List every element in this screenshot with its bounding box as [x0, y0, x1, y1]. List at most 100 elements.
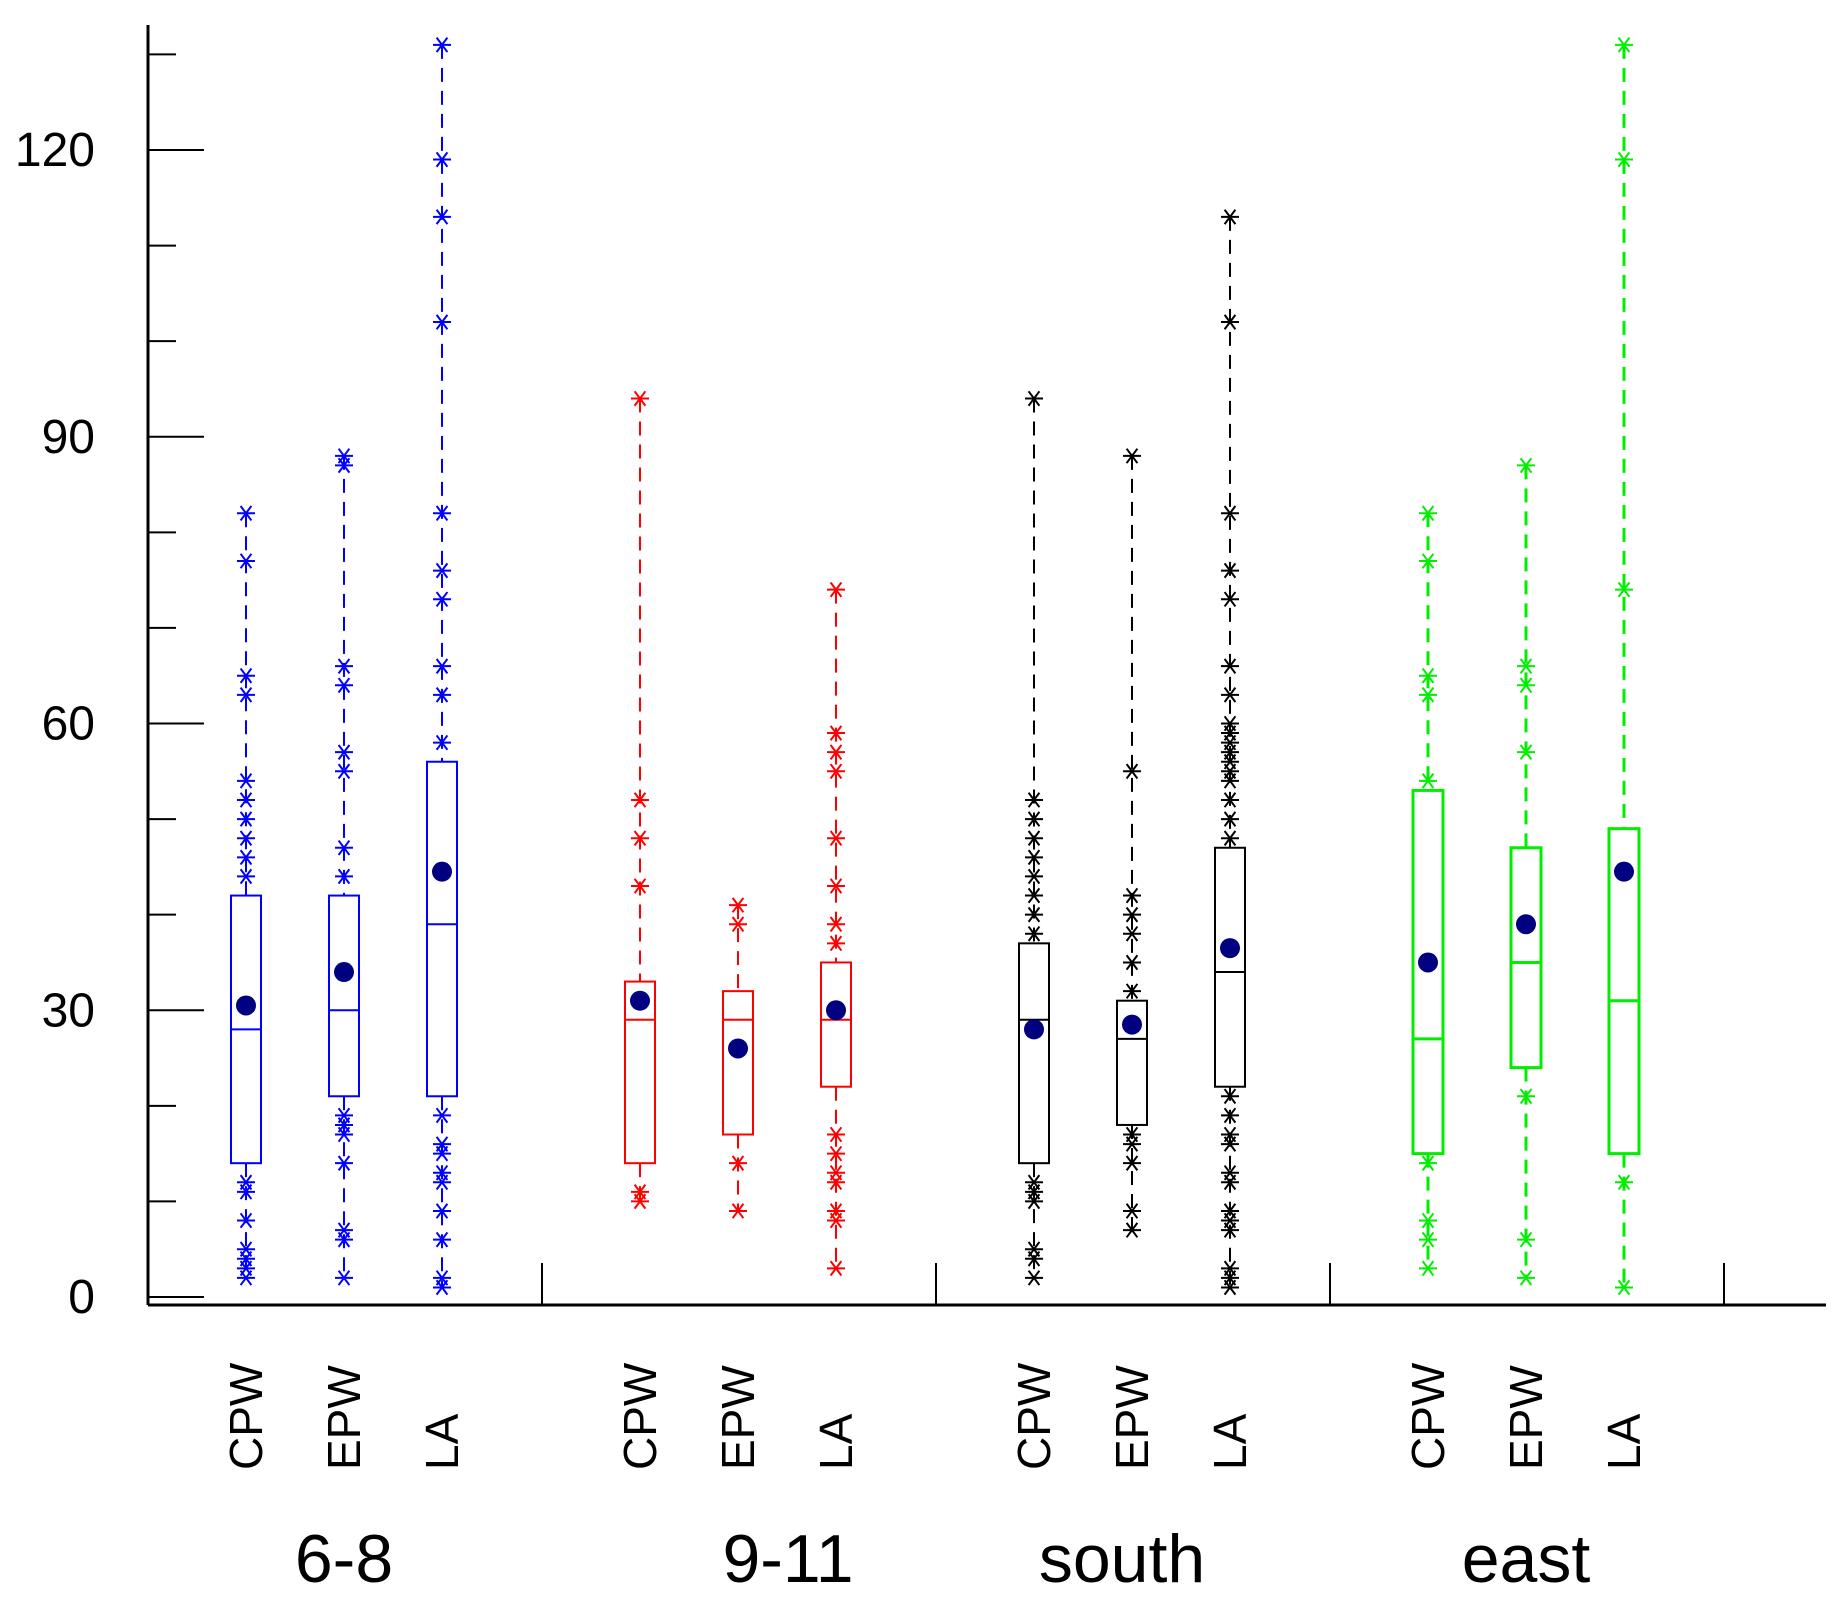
- outlier-stroke: [1223, 811, 1237, 827]
- outlier-stroke: [1421, 1155, 1435, 1171]
- labels: 0 30 60 90 120 CPW EPW LA 6-8 CPW EPW LA 9-11 CPW EPW L…: [15, 124, 1650, 1597]
- outlier-stroke: [1223, 1164, 1237, 1181]
- outlier-marker: [729, 1203, 747, 1219]
- outlier-marker: [827, 581, 845, 598]
- outlier-marker: [1025, 849, 1043, 866]
- axes: [146, 25, 1826, 1307]
- outlier-marker: [433, 314, 451, 330]
- outlier-marker: [1025, 868, 1043, 885]
- outlier-stroke: [829, 1260, 843, 1277]
- outlier-marker: [237, 687, 255, 703]
- outlier-stroke: [1223, 830, 1237, 847]
- outlier-marker: [827, 830, 845, 847]
- outlier-marker: [433, 734, 451, 751]
- mean-marker: [1516, 914, 1536, 935]
- outlier-marker: [729, 1155, 747, 1171]
- outlier-stroke: [239, 1174, 253, 1191]
- outlier-marker: [237, 849, 255, 866]
- box-9-11-CPW: [624, 390, 656, 1210]
- outlier-marker: [1123, 906, 1141, 923]
- outlier-marker: [237, 868, 255, 885]
- outlier-marker: [1517, 1088, 1535, 1105]
- outlier-stroke: [1223, 209, 1237, 225]
- outlier-marker: [1123, 1126, 1141, 1143]
- outlier-marker: [1221, 811, 1239, 827]
- outlier-stroke: [829, 725, 843, 741]
- outlier-marker: [1615, 1279, 1633, 1296]
- outlier-stroke: [1617, 151, 1631, 168]
- mean-marker: [334, 962, 354, 983]
- box-group-east: [1411, 37, 1641, 1296]
- box-iqr: [1214, 846, 1246, 1088]
- outlier-stroke: [1617, 581, 1631, 598]
- outlier-stroke: [1125, 448, 1139, 464]
- box-6-8-CPW: [230, 505, 262, 1286]
- outlier-marker: [433, 658, 451, 674]
- outlier-marker: [1123, 448, 1141, 464]
- outlier-stroke: [1027, 830, 1041, 847]
- group-label-6-8: 6-8: [295, 1521, 393, 1597]
- box-iqr: [1411, 788, 1445, 1156]
- mean-marker: [236, 995, 256, 1016]
- plot-area: [230, 37, 1641, 1296]
- outlier-stroke: [1027, 1270, 1041, 1286]
- outlier-stroke: [633, 390, 647, 407]
- outlier-stroke: [239, 830, 253, 847]
- outlier-marker: [335, 1222, 353, 1238]
- outlier-marker: [1221, 505, 1239, 522]
- outlier-stroke: [1027, 849, 1041, 866]
- outlier-stroke: [633, 878, 647, 894]
- y-tick-label: 120: [15, 124, 95, 177]
- outlier-stroke: [1617, 1279, 1631, 1296]
- outlier-marker: [1419, 553, 1437, 569]
- outlier-stroke: [337, 744, 351, 760]
- category-label-LA: LA: [416, 1413, 468, 1470]
- outlier-stroke: [1223, 562, 1237, 579]
- outlier-marker: [433, 1270, 451, 1286]
- category-label-EPW: EPW: [1500, 1365, 1552, 1470]
- outlier-stroke: [829, 744, 843, 760]
- outlier-stroke: [337, 1270, 351, 1286]
- outlier-stroke: [435, 1136, 449, 1152]
- group-label-9-11: 9-11: [722, 1521, 853, 1597]
- outlier-marker: [729, 916, 747, 933]
- outlier-marker: [335, 448, 353, 464]
- outlier-marker: [1221, 1260, 1239, 1277]
- y-tick-label: 30: [42, 984, 95, 1037]
- mean-marker: [1418, 952, 1438, 973]
- outlier-marker: [433, 209, 451, 225]
- outlier-marker: [1615, 151, 1633, 168]
- outlier-stroke: [829, 830, 843, 847]
- outlier-marker: [1025, 792, 1043, 808]
- outlier-marker: [827, 878, 845, 894]
- outlier-stroke: [1223, 1203, 1237, 1219]
- outlier-marker: [1419, 505, 1437, 522]
- outlier-marker: [335, 1270, 353, 1286]
- outlier-stroke: [1125, 906, 1139, 923]
- outlier-marker: [433, 687, 451, 703]
- outlier-marker: [631, 390, 649, 407]
- outlier-marker: [1025, 390, 1043, 407]
- outlier-marker: [237, 1174, 255, 1191]
- outlier-marker: [1419, 1155, 1437, 1171]
- outlier-stroke: [1223, 1126, 1237, 1143]
- box-iqr: [1607, 827, 1641, 1156]
- outlier-marker: [1419, 773, 1437, 789]
- box-east-EPW: [1509, 457, 1543, 1286]
- outlier-marker: [1221, 209, 1239, 225]
- mean-marker: [1122, 1014, 1142, 1035]
- outlier-stroke: [435, 1203, 449, 1219]
- outlier-marker: [1221, 715, 1239, 732]
- outlier-stroke: [435, 1164, 449, 1181]
- outlier-stroke: [1223, 687, 1237, 703]
- outlier-marker: [433, 591, 451, 608]
- outlier-marker: [631, 830, 649, 847]
- outlier-marker: [1123, 954, 1141, 971]
- box-group-6-8: [230, 37, 458, 1296]
- outlier-stroke: [731, 1155, 745, 1171]
- outlier-marker: [1517, 1270, 1535, 1286]
- outlier-marker: [1419, 687, 1437, 703]
- outlier-marker: [1123, 1222, 1141, 1238]
- outlier-stroke: [1519, 1231, 1533, 1248]
